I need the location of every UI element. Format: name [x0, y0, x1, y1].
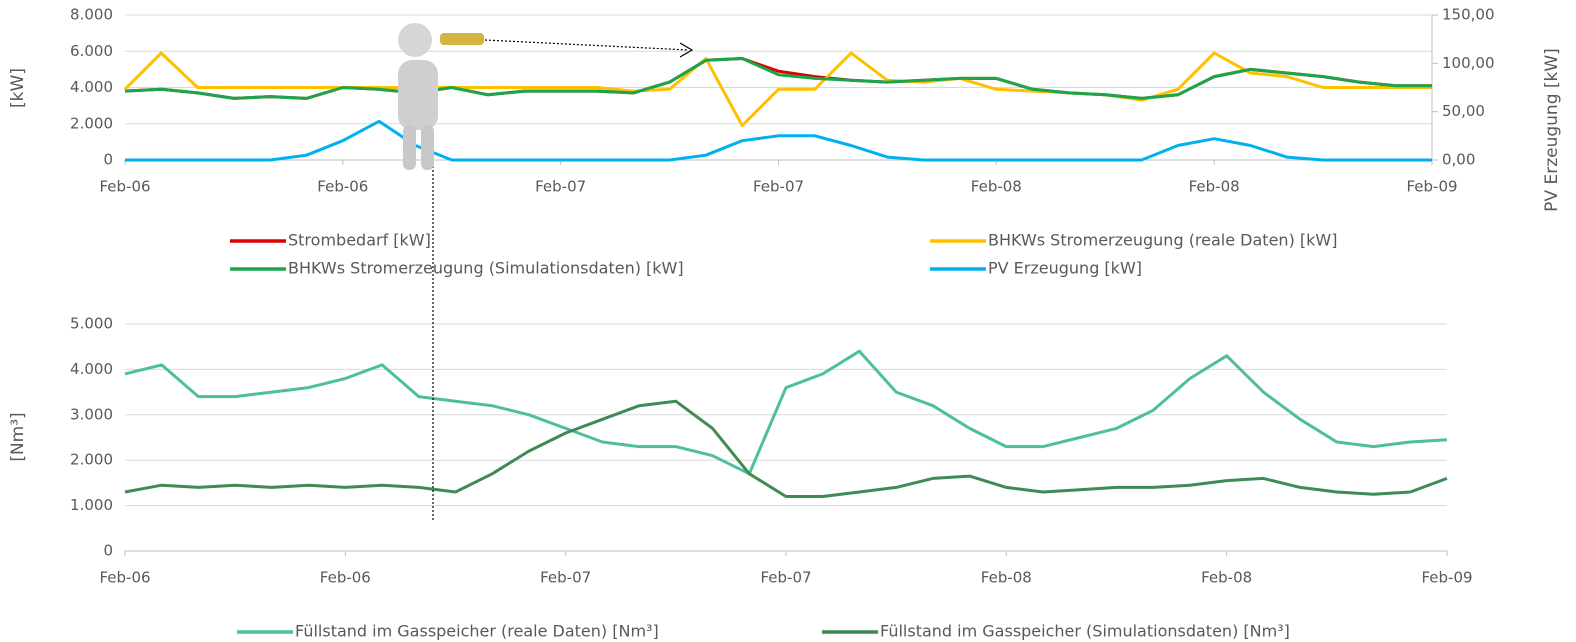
- y2-tick-label: 0,00: [1442, 151, 1475, 169]
- arrow-head: [679, 42, 694, 58]
- x-tick-label: Feb-08: [981, 569, 1032, 587]
- series-line: [124, 399, 1448, 498]
- legend-label: Strombedarf [kW]: [288, 231, 431, 250]
- x-tick-label: Feb-06: [99, 569, 150, 587]
- x-tick-label: Feb-08: [1189, 178, 1240, 196]
- pointer-arrow: [484, 39, 689, 51]
- y-tick-label: 0: [103, 151, 113, 169]
- y-tick-label: 1.000: [70, 496, 113, 514]
- x-tick-label: Feb-09: [1421, 569, 1472, 587]
- y-tick-label: 3.000: [70, 405, 113, 423]
- x-tick-label: Feb-06: [99, 178, 150, 196]
- series-line: [124, 349, 1448, 476]
- x-tick-label: Feb-07: [540, 569, 591, 587]
- y-tick-label: 2.000: [70, 114, 113, 132]
- x-tick-label: Feb-08: [1201, 569, 1252, 587]
- x-tick-label: Feb-08: [971, 178, 1022, 196]
- legend-label: Füllstand im Gasspeicher (Simulationsdat…: [880, 622, 1290, 641]
- y-tick-label: 4.000: [70, 360, 113, 378]
- series-line: [124, 57, 1432, 100]
- series-line: [125, 119, 1432, 162]
- series-line: [123, 51, 1432, 128]
- y-axis-title: [Nm³]: [8, 412, 28, 461]
- legend-label: BHKWs Stromerzeugung (reale Daten) [kW]: [988, 231, 1337, 250]
- y-axis-title: [kW]: [8, 68, 28, 108]
- legend-label: BHKWs Stromerzeugung (Simulationsdaten) …: [288, 259, 684, 278]
- y-tick-label: 6.000: [70, 42, 113, 60]
- figure: [398, 23, 484, 170]
- y-tick-label: 4.000: [70, 78, 113, 96]
- y-tick-label: 0: [103, 542, 113, 560]
- x-tick-label: Feb-07: [753, 178, 804, 196]
- y2-tick-label: 150,00: [1442, 6, 1495, 24]
- y2-axis-title: PV Erzeugung [kW]: [1542, 48, 1562, 212]
- x-tick-label: Feb-06: [320, 569, 371, 587]
- y2-tick-label: 100,00: [1442, 54, 1495, 72]
- x-tick-label: Feb-07: [535, 178, 586, 196]
- y-tick-label: 2.000: [70, 451, 113, 469]
- x-tick-label: Feb-09: [1406, 178, 1457, 196]
- y2-tick-label: 50,00: [1442, 102, 1485, 120]
- legend-label: Füllstand im Gasspeicher (reale Daten) […: [295, 622, 659, 641]
- x-tick-label: Feb-06: [317, 178, 368, 196]
- charts: 0 2.000 4.000 6.000 8.000 0,00 50,00 100,00 150,…: [8, 6, 1562, 641]
- y-tick-label: 5.000: [70, 315, 113, 333]
- x-tick-label: Feb-07: [760, 569, 811, 587]
- legend-label: PV Erzeugung [kW]: [988, 259, 1142, 278]
- y-tick-label: 8.000: [70, 6, 113, 24]
